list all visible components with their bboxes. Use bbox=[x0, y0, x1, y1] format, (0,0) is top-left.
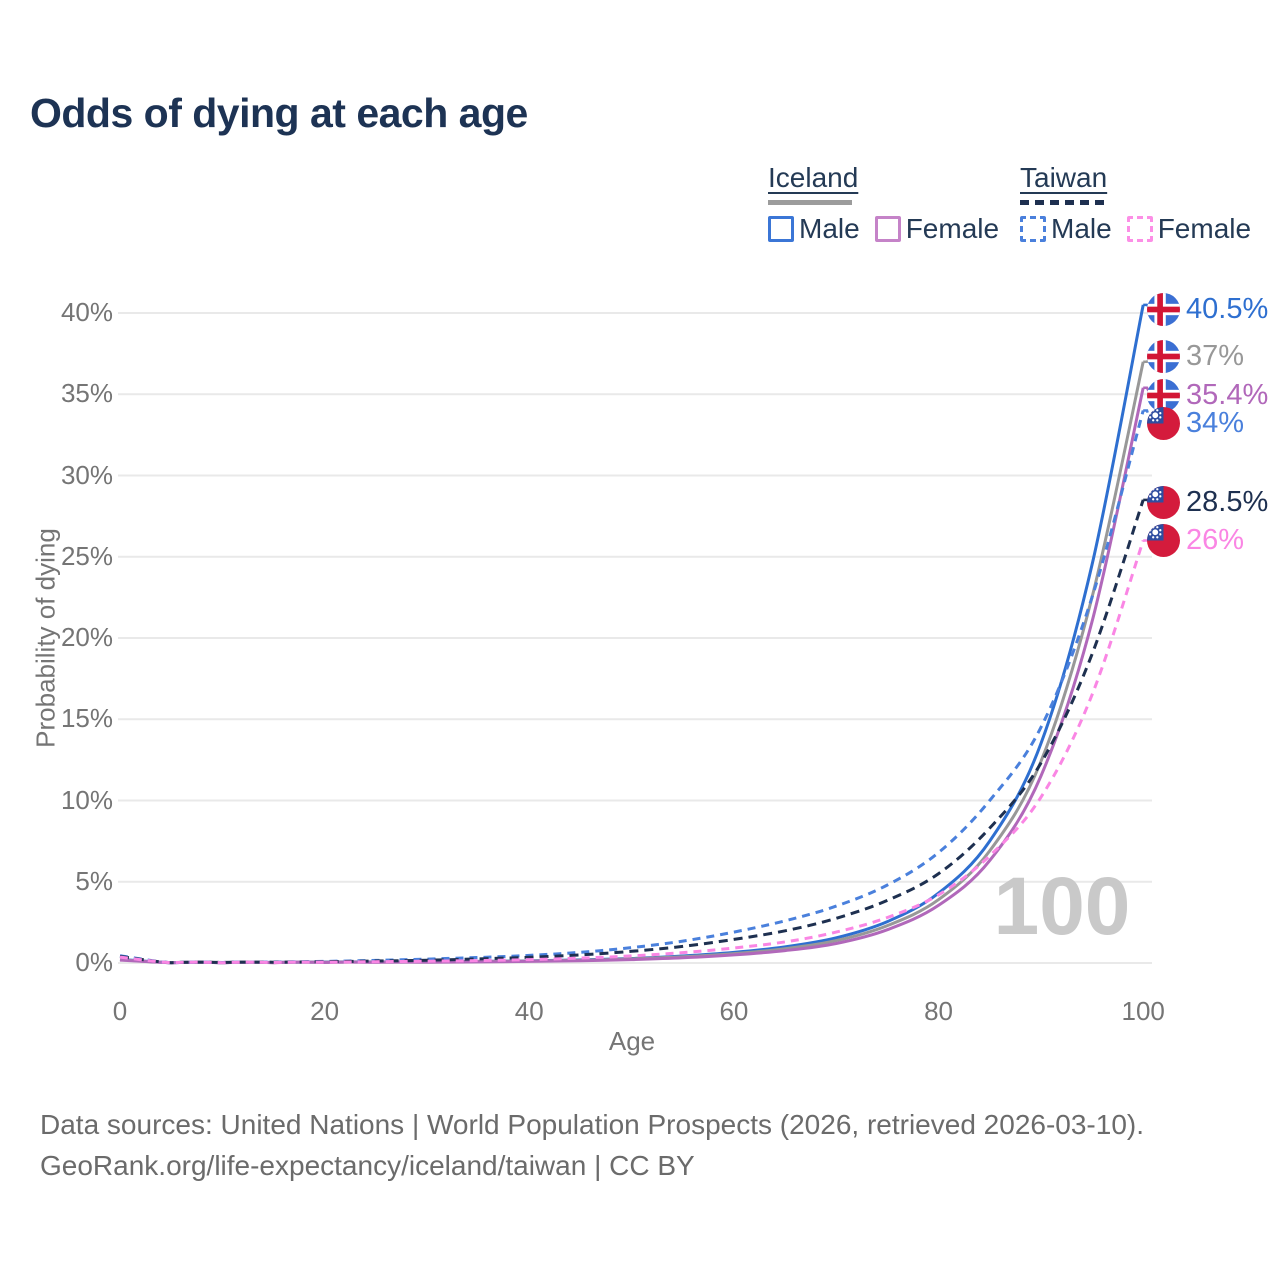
legend-label: Male bbox=[1051, 213, 1112, 244]
end-label-taiwan-female: 26% bbox=[1147, 524, 1244, 557]
legend-swatch-taiwan-female bbox=[1126, 216, 1153, 242]
legend-item-taiwan-male[interactable]: Male bbox=[1020, 213, 1112, 245]
legend-item-iceland-male[interactable]: Male bbox=[768, 213, 860, 245]
end-label-value: 28.5% bbox=[1186, 486, 1269, 518]
end-label-value: 40.5% bbox=[1186, 293, 1269, 325]
x-tick-label: 0 bbox=[112, 996, 128, 1026]
end-label-taiwan-male: 34% bbox=[1147, 407, 1244, 440]
legend-line-sample-taiwan bbox=[1020, 200, 1104, 205]
y-tick-label: 30% bbox=[60, 459, 113, 490]
legend-group-iceland: Iceland Male Female bbox=[768, 162, 999, 245]
end-label-value: 34% bbox=[1186, 407, 1245, 439]
legend-item-taiwan-female[interactable]: Female bbox=[1126, 213, 1252, 245]
legend-label: Female bbox=[905, 213, 1000, 244]
series-line-iceland-female bbox=[119, 387, 1145, 965]
end-label-iceland-all: 37% bbox=[1147, 340, 1244, 373]
series-line-taiwan-male bbox=[119, 410, 1145, 965]
legend-country-iceland[interactable]: Iceland bbox=[768, 162, 859, 193]
y-tick-label: 15% bbox=[60, 703, 113, 734]
taiwan-flag-icon bbox=[1147, 407, 1180, 440]
end-label-value: 35.4% bbox=[1186, 379, 1269, 411]
x-tick-label: 40 bbox=[514, 996, 544, 1026]
legend-item-iceland-female[interactable]: Female bbox=[874, 213, 1000, 245]
end-label-value: 26% bbox=[1186, 524, 1245, 556]
end-label-iceland-male: 40.5% bbox=[1147, 293, 1268, 326]
legend-line-sample-iceland bbox=[768, 200, 852, 205]
legend-group-taiwan: Taiwan Male Female bbox=[1020, 162, 1251, 245]
y-tick-label: 0% bbox=[75, 947, 113, 977]
series-line-taiwan-female bbox=[119, 540, 1145, 965]
y-tick-label: 35% bbox=[60, 378, 113, 409]
legend-label: Female bbox=[1157, 213, 1252, 244]
x-tick-label: 60 bbox=[719, 996, 749, 1026]
series-line-iceland-all bbox=[119, 361, 1145, 965]
end-label-taiwan-all: 28.5% bbox=[1147, 486, 1268, 519]
y-tick-label: 10% bbox=[60, 784, 113, 815]
series-line-iceland-male bbox=[119, 304, 1145, 965]
footer-attribution-line: GeoRank.org/life-expectancy/iceland/taiw… bbox=[40, 1150, 695, 1181]
footer-sources-line: Data sources: United Nations | World Pop… bbox=[40, 1109, 1145, 1140]
y-tick-label: 20% bbox=[60, 622, 113, 652]
y-tick-label: 25% bbox=[60, 540, 113, 571]
x-axis-title: Age bbox=[608, 1026, 656, 1056]
taiwan-flag-icon bbox=[1147, 524, 1180, 557]
taiwan-flag-icon bbox=[1147, 486, 1180, 519]
series-line-taiwan-all bbox=[119, 499, 1145, 965]
legend-swatch-iceland-male bbox=[768, 216, 794, 242]
legend-label: Male bbox=[799, 213, 860, 244]
end-label-value: 37% bbox=[1186, 340, 1245, 372]
legend-swatch-iceland-female bbox=[874, 216, 901, 242]
iceland-flag-icon bbox=[1147, 340, 1180, 373]
x-tick-label: 80 bbox=[924, 996, 953, 1026]
legend-swatch-taiwan-male bbox=[1020, 216, 1046, 242]
y-tick-label: 40% bbox=[60, 297, 113, 327]
iceland-flag-icon bbox=[1147, 379, 1180, 412]
footer: Data sources: United Nations | World Pop… bbox=[40, 1104, 1144, 1186]
y-tick-label: 5% bbox=[75, 865, 113, 896]
x-tick-label: 100 bbox=[1121, 996, 1165, 1026]
x-tick-label: 20 bbox=[310, 996, 340, 1026]
end-label-iceland-female: 35.4% bbox=[1147, 379, 1268, 412]
page-title: Odds of dying at each age bbox=[30, 90, 528, 136]
legend-country-taiwan[interactable]: Taiwan bbox=[1020, 162, 1108, 193]
watermark-age-label: 100 bbox=[993, 861, 1131, 952]
iceland-flag-icon bbox=[1147, 293, 1180, 326]
